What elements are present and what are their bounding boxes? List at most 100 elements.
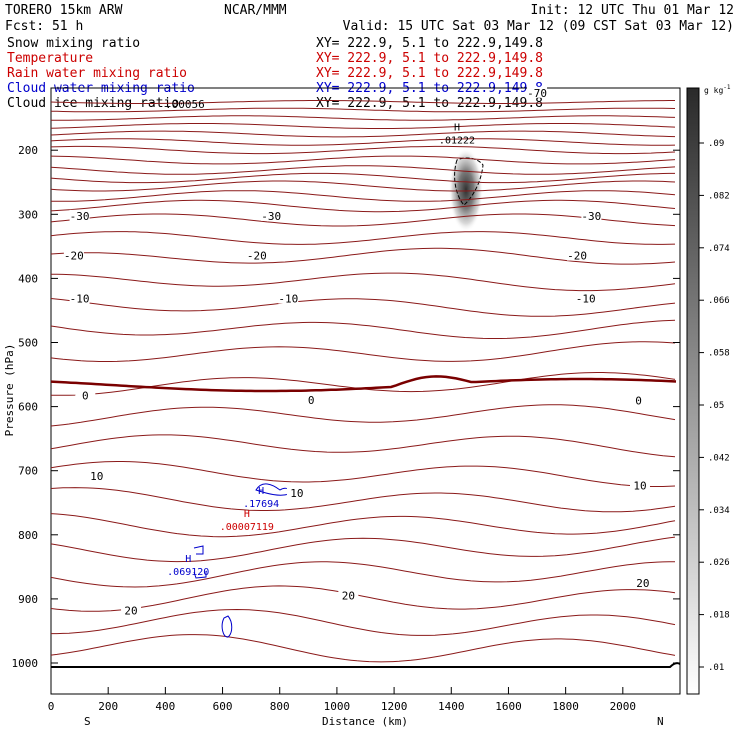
isotherm-label: 20 (124, 605, 137, 618)
x-tick-label: 1400 (438, 700, 465, 713)
field-xy: XY= 222.9, 5.1 to 222.9,149.8 (316, 36, 543, 51)
x-tick-label: 600 (213, 700, 233, 713)
isotherm-label: -30 (261, 210, 281, 223)
isotherm-label-bg (338, 589, 359, 601)
isotherm-label-bg (581, 209, 602, 221)
isotherm-label: 0 (308, 394, 315, 407)
colorbar-tick-label: .058 (708, 349, 730, 359)
isotherm-label-bg (628, 394, 649, 406)
x-tick-label: 0 (48, 700, 55, 713)
isotherm-label-bg (286, 486, 307, 498)
isotherm-label-bg (575, 292, 596, 304)
center-title: NCAR/MMM (224, 3, 287, 18)
isotherm-label: -20 (567, 250, 587, 263)
y-axis-label: Pressure (hPa) (3, 344, 16, 437)
isotherm-line (51, 319, 676, 339)
colorbar-tick-label: .066 (708, 296, 730, 306)
model-title: TORERO 15km ARW (5, 3, 123, 18)
cloud-water-contour (193, 545, 204, 555)
maximum-marker: H (185, 554, 191, 565)
isotherm-label: 10 (290, 487, 303, 500)
cloud-water-contour (193, 571, 207, 579)
isotherm-line (51, 536, 676, 563)
y-tick-label: 600 (18, 401, 38, 414)
isotherm-label-bg (629, 479, 650, 491)
ground-line (51, 662, 680, 668)
isotherm-label: -10 (278, 293, 298, 306)
y-tick-label: 200 (18, 144, 38, 157)
isotherm-line (51, 272, 676, 292)
isotherm-line (51, 404, 676, 427)
field-legend: Snow mixing ratio XY= 222.9, 5.1 to 222.9… (7, 36, 543, 111)
isotherm-label-bg (121, 604, 142, 616)
y-tick-label: 700 (18, 465, 38, 478)
isotherm-line (51, 461, 676, 487)
field-name: Snow mixing ratio (7, 36, 140, 51)
colorbar-unit: g kg-1 (704, 84, 731, 95)
isotherm-label: 0 (82, 389, 89, 402)
isotherm-line (51, 487, 676, 513)
y-tick-label: 400 (18, 272, 38, 285)
isotherm-label: 0 (635, 394, 642, 407)
isotherm-line (51, 585, 676, 612)
north-label: N (657, 715, 664, 728)
isotherm-line (51, 172, 675, 184)
isotherm-line (51, 247, 676, 265)
isotherm-label-bg (261, 209, 282, 221)
colorbar-tick-label: .018 (708, 611, 730, 621)
maximum-value: .00007119 (220, 522, 274, 533)
x-tick-label: 200 (98, 700, 118, 713)
isotherm-label: -10 (576, 293, 596, 306)
init-time: Init: 12 UTC Thu 01 Mar 12 (531, 3, 735, 18)
colorbar-tick-label: .05 (708, 401, 724, 411)
colorbar-tick-label: .034 (708, 506, 730, 516)
isotherm-label: -20 (247, 250, 267, 263)
isotherm-label-bg (278, 292, 299, 304)
colorbar-tick-label: .074 (708, 244, 730, 254)
x-tick-label: 1800 (552, 700, 579, 713)
isotherm-line (51, 561, 675, 588)
isotherm-label: -30 (70, 210, 90, 223)
y-tick-label: 900 (18, 593, 38, 606)
plot-frame (50, 87, 681, 695)
isotherm-label-bg (301, 393, 322, 405)
isotherm-label: 20 (636, 577, 649, 590)
zero-isotherm-line (51, 375, 677, 393)
isotherm-line (51, 372, 676, 396)
x-tick-label: 1200 (381, 700, 408, 713)
isotherm-line (51, 165, 676, 175)
isotherm-line (51, 513, 676, 538)
x-tick-label: 1600 (495, 700, 522, 713)
isotherm-label-bg (86, 470, 107, 482)
colorbar-ticks: .09 .082 .074 .066 .058 .05 .042 .034 .026 .018 .0… (699, 139, 730, 673)
isotherm-label-bg (527, 86, 548, 98)
isotherm-line (51, 130, 676, 138)
y-tick-label: 500 (18, 337, 38, 350)
maximum-value: .17694 (243, 499, 279, 510)
isotherm-label-bg (632, 577, 653, 589)
colorbar-unit-base: g kg (704, 86, 723, 95)
colorbar-tick-label: .042 (708, 453, 730, 463)
x-tick-label: 2000 (610, 700, 637, 713)
colorbar-tick-label: .082 (708, 191, 730, 201)
x-tick-label: 800 (270, 700, 290, 713)
isotherm-line (51, 100, 675, 104)
isotherm-line (51, 199, 676, 213)
south-label: S (84, 715, 91, 728)
x-tick-label: 1000 (324, 700, 351, 713)
forecast-hour: Fcst: 51 h (5, 19, 83, 34)
field-name: Rain water mixing ratio (7, 66, 187, 81)
y-tick-label: 300 (18, 208, 38, 221)
isotherm-lines (51, 100, 677, 663)
cloud-water-contour (221, 615, 233, 638)
cloud-ice-shading (449, 148, 483, 232)
colorbar-tick-label: .09 (708, 139, 724, 149)
maximum-value: .069120 (167, 567, 209, 578)
isotherm-label-bg (69, 292, 90, 304)
isotherm-line (51, 190, 676, 202)
colorbar-unit-exp: -1 (723, 84, 731, 91)
field-xy: XY= 222.9, 5.1 to 222.9,149.8 (316, 96, 543, 111)
